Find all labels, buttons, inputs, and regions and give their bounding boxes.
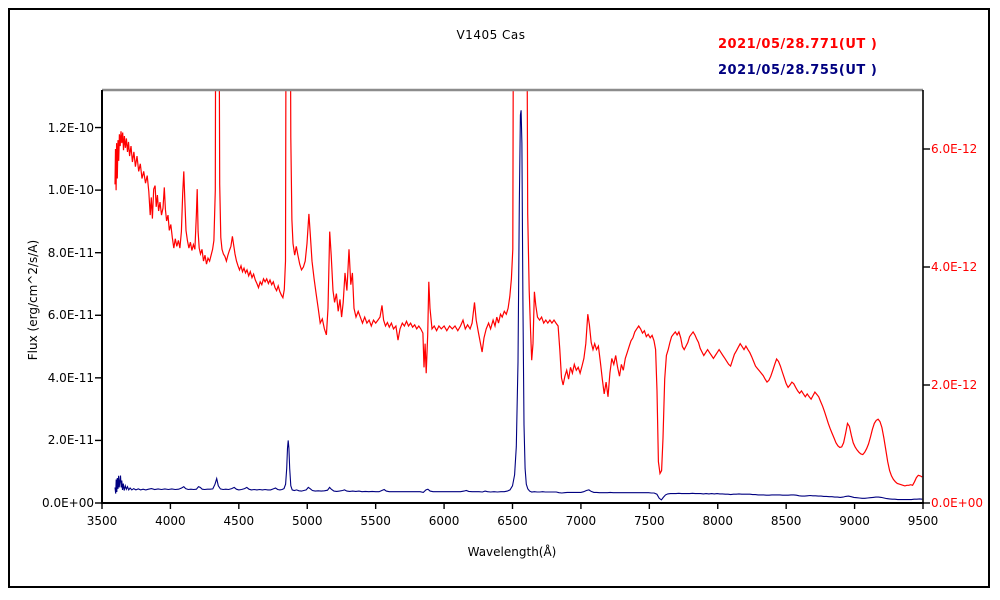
x-tick-label: 6000 bbox=[428, 514, 460, 528]
y-left-tick-label: 0.0E+00 bbox=[42, 496, 94, 510]
image-border bbox=[8, 8, 990, 588]
x-tick-label: 5500 bbox=[360, 514, 391, 528]
y-left-tick-label: 1.2E-10 bbox=[47, 120, 94, 135]
x-tick-label: 8500 bbox=[770, 514, 802, 528]
spectrum-line-red bbox=[114, 90, 923, 487]
x-tick-label: 3500 bbox=[86, 514, 118, 528]
x-tick-label: 7500 bbox=[634, 514, 665, 528]
x-tick-label: 8000 bbox=[702, 514, 734, 528]
legend-item-blue-spectrum: 2021/05/28.755(UT ) bbox=[718, 63, 878, 78]
legend-item-red-spectrum: 2021/05/28.771(UT ) bbox=[718, 37, 878, 52]
y-right-tick-label: 2.0E-12 bbox=[931, 378, 978, 392]
x-tick-label: 4500 bbox=[223, 514, 255, 528]
y-right-tick-label: 4.0E-12 bbox=[931, 260, 978, 274]
chart-title: V1405 Cas bbox=[456, 28, 526, 42]
x-tick-label: 4000 bbox=[155, 514, 186, 528]
y-left-tick-label: 2.0E-11 bbox=[47, 433, 94, 448]
y-left-tick-label: 6.0E-11 bbox=[47, 308, 94, 323]
x-tick-label: 6500 bbox=[497, 514, 528, 528]
x-tick-label: 9500 bbox=[907, 514, 939, 528]
x-tick-label: 7000 bbox=[565, 514, 597, 528]
y-right-tick-label: 0.0E+00 bbox=[931, 496, 983, 510]
x-axis-title: Wavelength(Å) bbox=[467, 545, 557, 559]
y-left-tick-label: 8.0E-11 bbox=[47, 245, 94, 260]
x-tick-label: 9000 bbox=[839, 514, 870, 528]
spectrum-line-blue bbox=[114, 110, 923, 501]
y-right-tick-label: 6.0E-12 bbox=[931, 142, 978, 156]
x-tick-label: 5000 bbox=[291, 514, 323, 528]
y-left-tick-label: 4.0E-11 bbox=[47, 370, 94, 385]
legend: 2021/05/28.771(UT ) 2021/05/28.755(UT ) bbox=[718, 32, 877, 84]
y-left-tick-label: 1.0E-10 bbox=[47, 183, 94, 198]
